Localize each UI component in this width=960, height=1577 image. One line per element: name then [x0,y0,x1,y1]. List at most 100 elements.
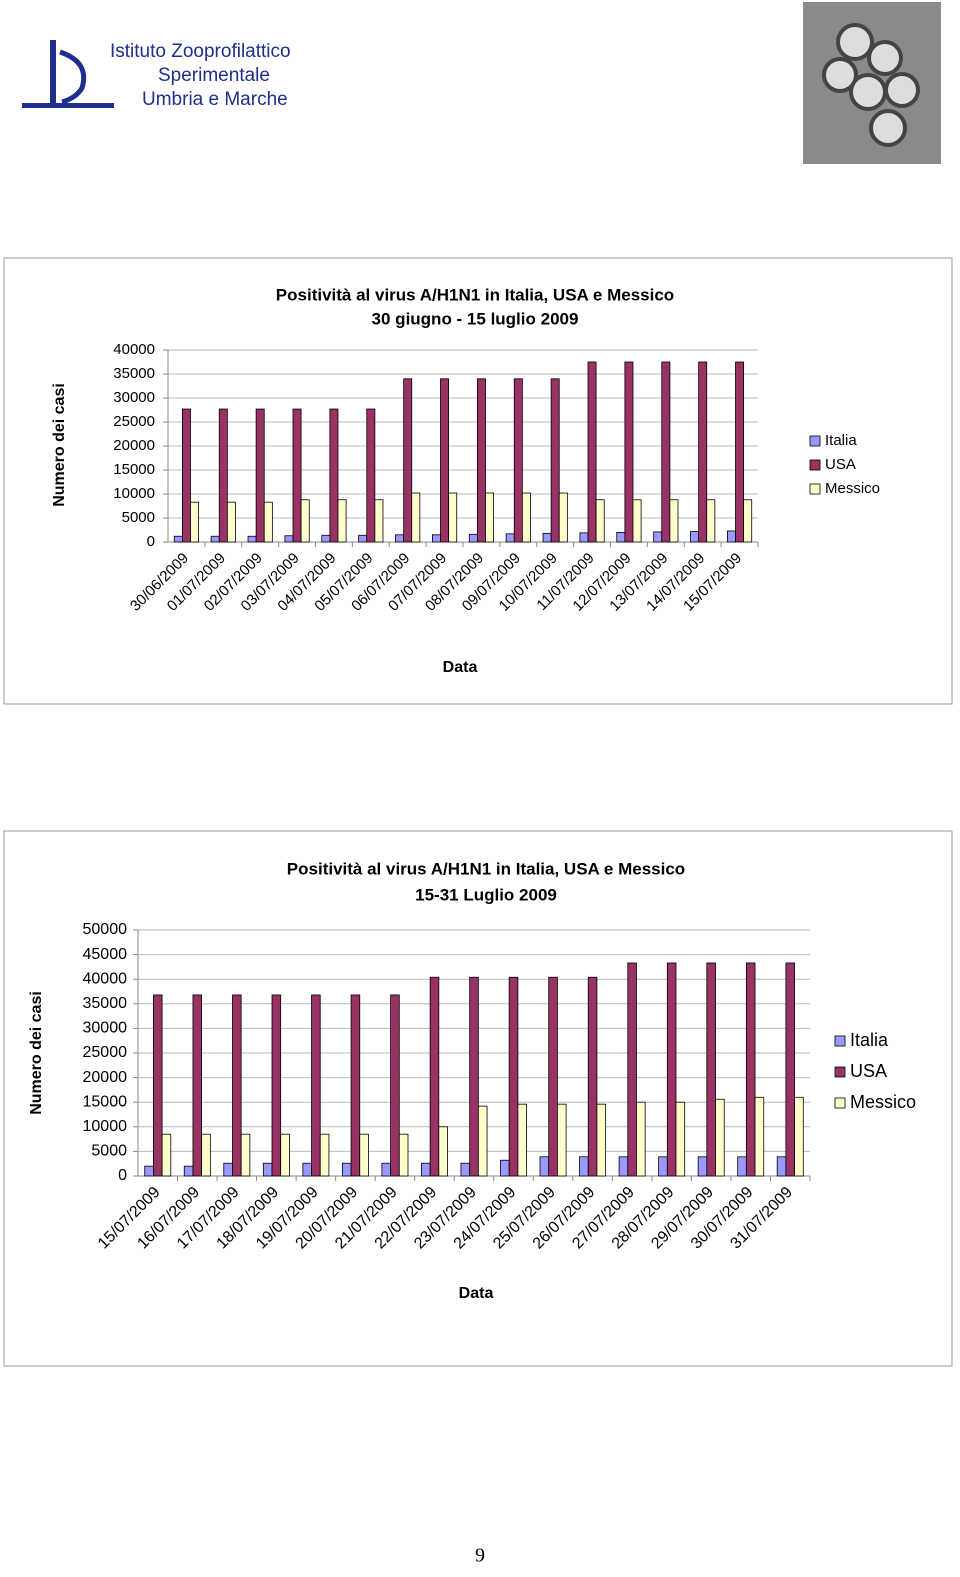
bar [579,1156,589,1177]
bar [366,408,376,543]
y-tick-label: 35000 [83,995,128,1012]
bar [421,1162,431,1177]
bar [190,501,200,543]
bar [284,535,294,543]
x-axis-label: Data [443,659,478,676]
bar [302,1162,312,1177]
bar [550,378,560,543]
bar [395,534,405,543]
bar [448,492,458,543]
legend-swatch [834,1035,846,1047]
bar [513,378,523,543]
bar [616,532,626,543]
bar [706,962,716,1177]
y-tick-label: 0 [118,1167,127,1184]
bar [210,535,220,543]
bar [548,976,558,1177]
bar [587,976,598,1177]
virion [867,40,903,76]
bar [161,1133,172,1177]
bar [232,994,242,1177]
bar [508,976,519,1177]
bar [469,976,479,1177]
y-tick-label: 40000 [83,970,128,987]
bar [359,1133,369,1177]
legend-swatch [809,483,821,495]
y-tick-label: 15000 [83,1093,128,1110]
bar [624,361,634,543]
bar [153,994,163,1177]
legend-label: Messico [850,1092,916,1112]
logo-mark [59,49,87,105]
bar [785,962,795,1177]
y-tick-label: 20000 [113,437,155,454]
y-tick-label: 5000 [122,509,155,526]
bar [653,531,663,543]
bar [390,994,400,1177]
legend-swatch [834,1066,846,1078]
bar [341,1162,352,1177]
bar [735,361,745,543]
virion [869,109,907,147]
bar [658,1156,668,1177]
legend-label: Italia [850,1030,889,1050]
bar [697,1156,708,1177]
bar [183,1165,194,1177]
y-axis-label: Numero dei casi [51,383,68,507]
bar [173,535,183,543]
bar [500,1159,510,1177]
bar [485,492,495,543]
y-tick-label: 30000 [83,1020,128,1037]
bar [226,501,236,543]
chart-subtitle: 15-31 Luglio 2009 [415,885,557,904]
bar [477,1105,488,1177]
bar [476,378,486,543]
bar [337,499,347,543]
bar [698,361,708,543]
bar [618,1156,629,1177]
bar [329,408,339,543]
chart-subtitle: 30 giugno - 15 luglio 2009 [372,309,579,328]
bar [595,499,605,543]
y-tick-label: 5000 [91,1143,127,1160]
y-tick-label: 40000 [113,341,155,358]
bar [460,1162,471,1177]
chart-title: Positività al virus A/H1N1 in Italia, US… [287,859,685,878]
y-tick-label: 0 [147,533,155,550]
bar [240,1133,251,1177]
virion [822,57,858,93]
bar [636,1101,646,1177]
bar [743,499,753,543]
logo-mark [22,103,114,108]
y-axis-label: Numero dei casi [28,991,45,1115]
legend-swatch [809,435,821,447]
bar [440,378,450,543]
bar [521,492,531,543]
chart-title: Positività al virus A/H1N1 in Italia, US… [276,285,674,304]
bar [411,492,421,543]
x-axis-label: Data [459,1285,494,1302]
bar [358,534,368,543]
bar [558,492,568,543]
y-tick-label: 25000 [83,1044,128,1061]
bar [542,532,552,543]
bar [144,1165,154,1177]
bar [737,1156,747,1177]
bar [201,1133,211,1177]
bar [262,1162,273,1177]
bar [321,534,331,543]
virion [836,23,874,61]
bar [468,533,478,543]
bar [706,499,716,543]
bar [280,1133,290,1177]
bar [587,361,597,543]
bar [192,994,203,1177]
bar [271,994,282,1177]
bar [754,1096,765,1177]
virus-photo [803,2,941,164]
bar [726,530,736,543]
bar [557,1103,567,1177]
bar [350,994,361,1177]
y-tick-label: 35000 [113,365,155,382]
legend-label: USA [850,1061,887,1081]
